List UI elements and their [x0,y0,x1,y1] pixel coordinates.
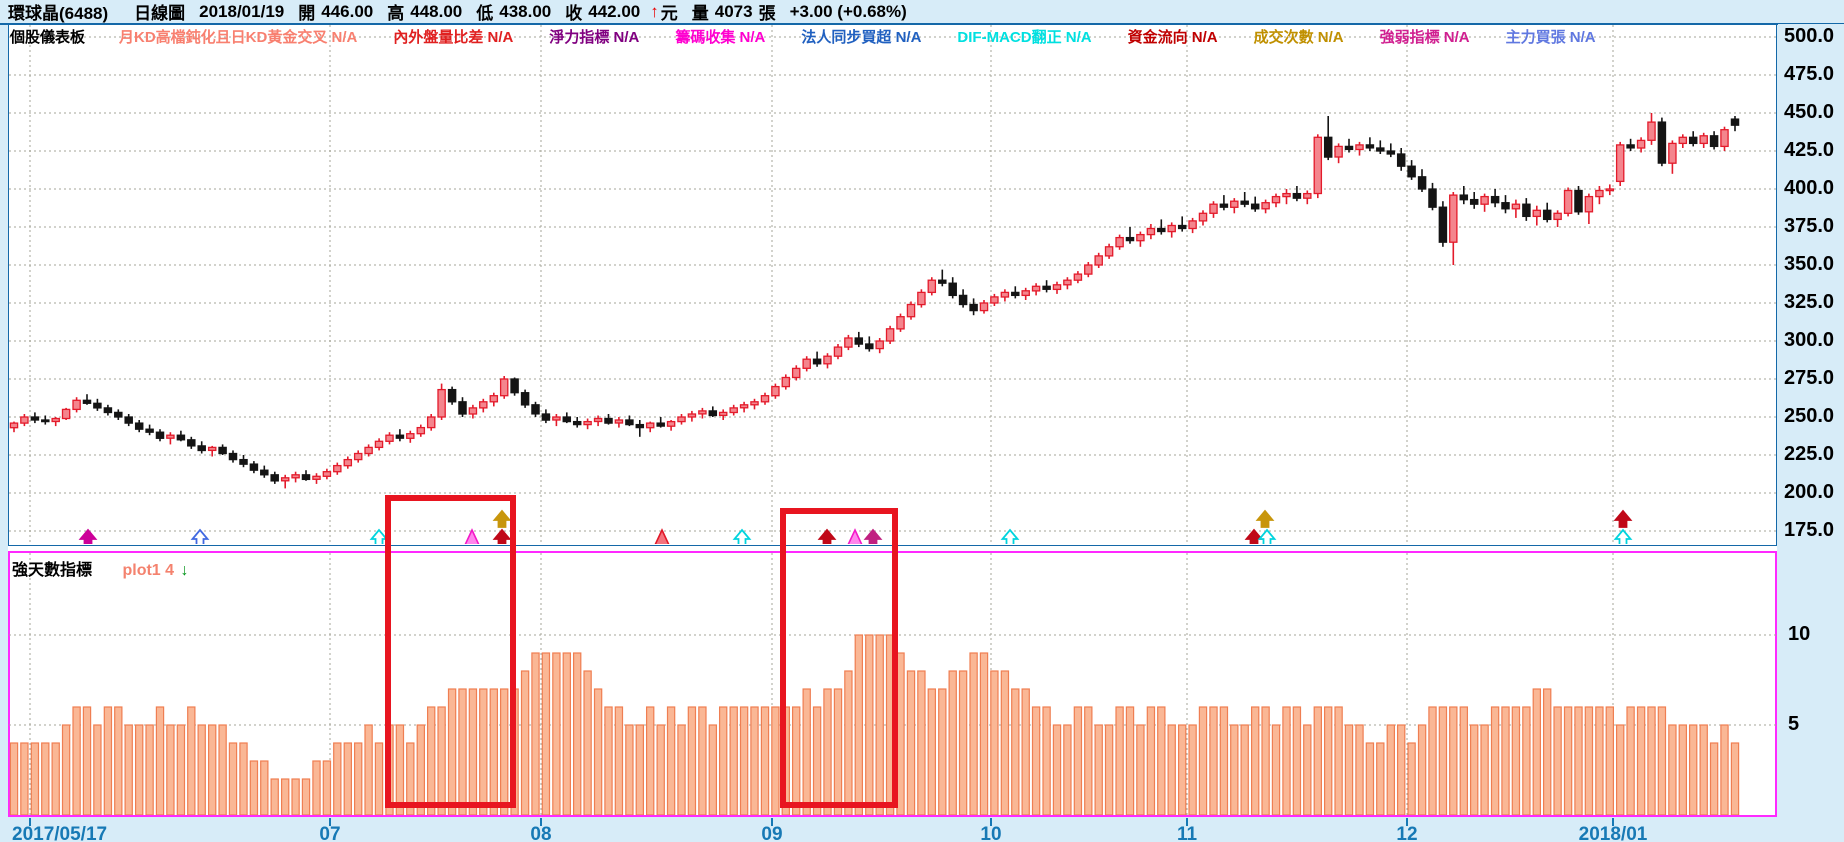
time-axis-tick [540,818,542,826]
indicator-item-5[interactable]: DIF-MACD翻正 N/A [957,28,1092,46]
close-value: 442.00 [588,1,641,21]
chart-period-label[interactable]: 日線圖 [134,4,186,23]
time-axis-label: 09 [761,824,783,842]
time-axis-label: 2017/05/17 [12,824,108,842]
time-axis-label: 10 [980,824,1002,842]
price-axis-label: 375.0 [1784,215,1835,237]
price-axis-label: 400.0 [1784,177,1835,199]
high-label: 高 [387,4,405,23]
time-axis-tick [1406,818,1408,826]
time-axis-tick [990,818,992,826]
highlight-rectangle-1 [385,495,516,808]
price-axis-label: 325.0 [1784,291,1835,313]
price-axis-label: 250.0 [1784,405,1835,427]
open-value: 446.00 [321,1,374,21]
time-axis-label: 11 [1176,824,1198,842]
time-axis-label: 2018/01 [1578,824,1648,842]
panel2-axis-label: 5 [1788,713,1800,735]
price-up-arrow-icon: ↑ [650,1,659,21]
panel2-title: 強天數指標 [12,562,93,579]
indicator-item-9[interactable]: 主力買張 N/A [1505,28,1596,46]
price-axis-label: 350.0 [1784,253,1835,275]
dashboard-title: 個股儀表板 [10,28,86,46]
main-candlestick-chart[interactable] [8,24,1777,546]
price-axis-label: 300.0 [1784,329,1835,351]
indicator-item-7[interactable]: 成交次數 N/A [1253,28,1344,46]
panel2-down-arrow-icon: ↓ [180,562,189,579]
price-axis-label: 425.0 [1784,139,1835,161]
price-axis-label: 500.0 [1784,25,1835,47]
indicator-item-6[interactable]: 資金流向 N/A [1127,28,1218,46]
price-axis-label: 225.0 [1784,443,1835,465]
low-label: 低 [476,4,494,23]
volume-value: 4073 [714,1,753,21]
volume-unit: 張 [758,4,776,23]
time-axis-label: 07 [319,824,341,842]
price-change: +3.00 (+0.68%) [789,1,907,21]
title-bar: 環球晶(6488) 日線圖 2018/01/19 開 446.00 高 448.… [0,0,1844,25]
time-axis-tick [29,818,31,826]
time-axis-tick [1186,818,1188,826]
price-axis-label: 200.0 [1784,481,1835,503]
quote-date: 2018/01/19 [199,1,285,21]
strength-days-header: 強天數指標 plot1 4 ↓ [12,556,189,580]
low-value: 438.00 [499,1,552,21]
time-axis [0,817,1844,842]
close-label: 收 [565,4,583,23]
panel2-axis-label: 10 [1788,623,1811,645]
stock-name: 環球晶(6488) [8,4,109,23]
time-axis-tick [771,818,773,826]
open-label: 開 [298,4,316,23]
price-axis-label: 275.0 [1784,367,1835,389]
high-value: 448.00 [410,1,463,21]
indicator-item-3[interactable]: 籌碼收集 N/A [675,28,766,46]
time-axis-label: 12 [1396,824,1418,842]
time-axis-tick [329,818,331,826]
indicator-dashboard-row: 個股儀表板 月KD高檔鈍化且日KD黃金交叉 N/A 內外盤量比差 N/A 淨力指標 … [10,27,1632,46]
price-axis [1778,24,1844,842]
time-axis-label: 08 [530,824,552,842]
highlight-rectangle-2 [780,508,898,808]
panel2-plot-label: plot1 4 [122,562,175,579]
volume-label: 量 [691,4,709,23]
price-axis-label: 450.0 [1784,101,1835,123]
price-unit: 元 [660,4,678,23]
main-chart-canvas[interactable] [9,25,1777,544]
indicator-item-2[interactable]: 淨力指標 N/A [549,28,640,46]
time-axis-tick [1612,818,1614,826]
indicator-item-1[interactable]: 內外盤量比差 N/A [393,28,514,46]
price-axis-label: 175.0 [1784,519,1835,541]
indicator-item-8[interactable]: 強弱指標 N/A [1379,28,1470,46]
indicator-item-4[interactable]: 法人同步買超 N/A [801,28,922,46]
indicator-item-0[interactable]: 月KD高檔鈍化且日KD黃金交叉 N/A [119,28,358,46]
price-axis-label: 475.0 [1784,63,1835,85]
strength-days-canvas[interactable] [9,553,1777,815]
